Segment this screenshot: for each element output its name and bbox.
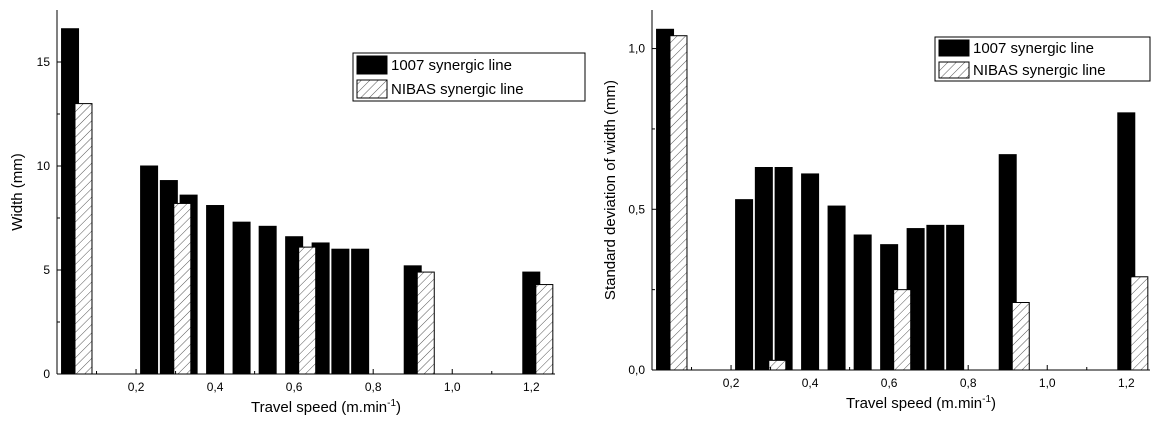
bar-series-1-1	[768, 359, 787, 371]
x-tick-label-5: 1,2	[523, 380, 540, 394]
y-tick-label-2: 1,0	[628, 42, 645, 56]
bar-series-0-5	[827, 205, 846, 371]
bar-series-0-5	[232, 221, 251, 375]
legend-box	[934, 36, 1151, 82]
legend-swatch-0	[356, 55, 388, 75]
legend-swatch-0	[938, 39, 970, 57]
bar-series-1-3	[1011, 302, 1030, 371]
x-tick-label-3: 0,8	[365, 380, 382, 394]
y-tick-label-3: 15	[37, 55, 51, 69]
legend-swatch-1	[356, 79, 388, 99]
width-chart: 0,2 0,4 0,6 0,8 1,0 1,2 0 5 10 15 Travel speed (m.…	[9, 10, 586, 416]
legend-label-1: NIBAS synergic line	[973, 62, 1106, 79]
x-tick-label-1: 0,4	[802, 376, 819, 390]
bar-series-0-6	[853, 234, 872, 371]
x-tick-label-4: 1,0	[444, 380, 461, 394]
legend: 1007 synergic line NIBAS synergic line	[934, 36, 1151, 82]
bar-series-1-2	[893, 289, 912, 371]
legend-label-0: 1007 synergic line	[973, 40, 1094, 57]
x-tick-label-3: 0,8	[960, 376, 977, 390]
bar-series-0-2	[754, 167, 773, 371]
bar-series-1-3	[416, 271, 435, 375]
y-tick-label-0: 0	[43, 367, 50, 381]
bar-series-0-10	[351, 248, 370, 375]
bar-series-0-10	[946, 224, 965, 371]
bar-series-0-9	[926, 224, 945, 371]
x-tick-label-1: 0,4	[207, 380, 224, 394]
x-tick-label-2: 0,6	[881, 376, 898, 390]
bar-series-1-0	[74, 103, 93, 375]
legend-box	[352, 52, 586, 102]
y-tick-label-1: 0,5	[628, 202, 645, 216]
y-tick-label-2: 10	[37, 159, 51, 173]
legend: 1007 synergic line NIBAS synergic line	[352, 52, 586, 102]
x-tick-label-0: 0,2	[723, 376, 740, 390]
y-tick-label-0: 0,0	[628, 363, 645, 377]
x-tick-label-2: 0,6	[286, 380, 303, 394]
bar-series-1-4	[535, 284, 554, 375]
y-axis-title: Width (mm)	[9, 153, 26, 231]
x-axis-title: Travel speed (m.min-1)	[846, 394, 996, 412]
bar-series-1-2	[298, 246, 317, 375]
bar-series-0-1	[140, 165, 159, 375]
legend-swatch-1	[938, 61, 970, 79]
bar-series-0-1	[735, 199, 754, 371]
bar-series-0-3	[774, 167, 793, 371]
bar-series-0-4	[206, 205, 225, 375]
y-tick-label-1: 5	[43, 263, 50, 277]
x-tick-label-0: 0,2	[128, 380, 145, 394]
x-tick-label-5: 1,2	[1118, 376, 1135, 390]
bar-series-1-1	[173, 202, 192, 375]
bar-series-0-9	[331, 248, 350, 375]
bar-series-0-6	[258, 225, 277, 375]
bar-series-0-4	[801, 173, 820, 371]
y-axis-title: Standard deviation of width (mm)	[602, 80, 619, 300]
x-axis-title: Travel speed (m.min-1)	[251, 398, 401, 416]
x-tick-label-4: 1,0	[1039, 376, 1056, 390]
legend-label-1: NIBAS synergic line	[391, 81, 524, 98]
std-dev-chart: 0,2 0,4 0,6 0,8 1,0 1,2 0,0 0,5 1,0 Travel speed …	[602, 10, 1151, 412]
legend-label-0: 1007 synergic line	[391, 57, 512, 74]
bar-series-1-0	[669, 35, 688, 371]
bar-series-1-4	[1130, 276, 1149, 371]
